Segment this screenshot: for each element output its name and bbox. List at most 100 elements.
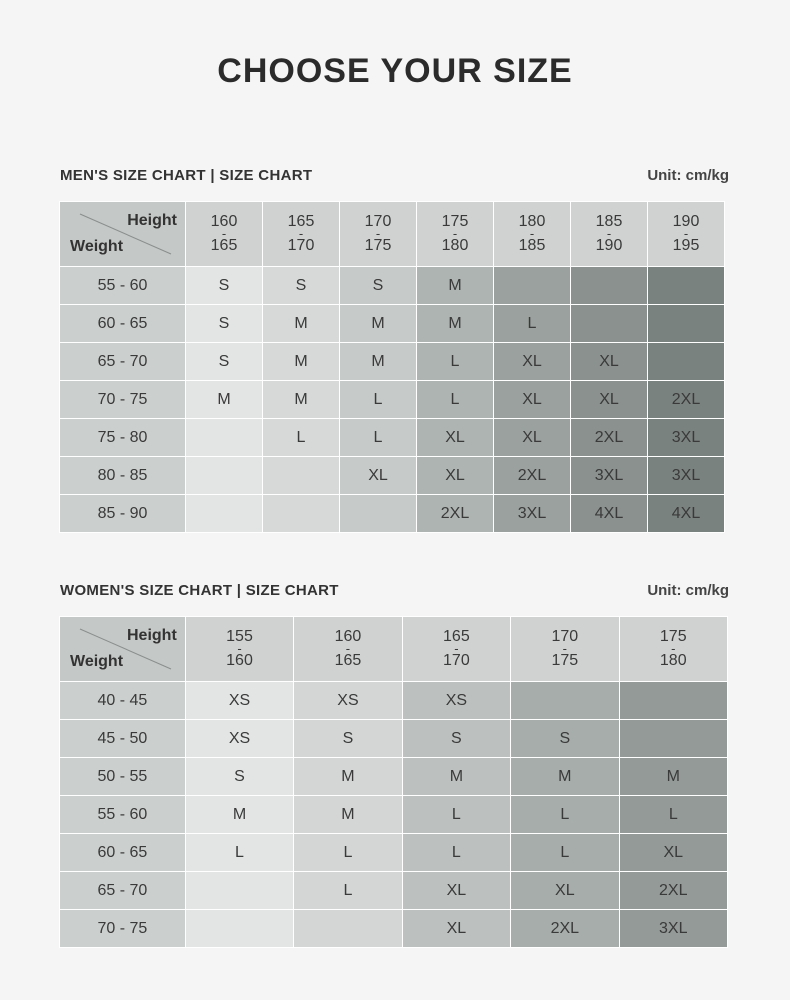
womens-chart-unit: Unit: cm/kg — [647, 582, 729, 599]
size-cell: L — [340, 381, 416, 418]
size-cell: 4XL — [571, 495, 647, 532]
page-title: CHOOSE YOUR SIZE — [217, 52, 573, 90]
weight-range-cell: 70 - 75 — [60, 381, 185, 418]
size-cell: 3XL — [648, 419, 724, 456]
size-cell: L — [417, 381, 493, 418]
table-row: 75 - 80 L L XL XL 2XL 3XL — [60, 419, 724, 456]
size-cell: M — [417, 267, 493, 304]
height-to: 165 — [210, 237, 238, 254]
weight-axis-label: Weight — [70, 238, 124, 255]
corner-header-cell: Height Weight — [60, 202, 185, 266]
size-cell — [185, 910, 294, 947]
size-cell: M — [294, 796, 402, 833]
size-cell: M — [186, 381, 262, 418]
size-cell — [186, 495, 262, 532]
size-cell — [294, 910, 402, 947]
womens-chart-header: WOMEN'S SIZE CHART | SIZE CHART Unit: cm… — [60, 582, 729, 606]
size-cell: 3XL — [619, 910, 727, 947]
height-range-dash: - — [237, 641, 242, 656]
height-range-header: 180-185 — [494, 202, 570, 266]
size-cell: M — [340, 343, 416, 380]
weight-range-cell: 55 - 60 — [60, 796, 185, 833]
height-to: 195 — [672, 237, 700, 254]
table-row: 85 - 90 2XL 3XL 4XL 4XL — [60, 495, 724, 532]
size-cell: XL — [511, 872, 619, 909]
size-cell: XL — [340, 457, 416, 494]
size-cell: XS — [294, 682, 402, 719]
size-cell: S — [340, 267, 416, 304]
size-cell: L — [494, 305, 570, 342]
weight-range-cell: 60 - 65 — [60, 834, 185, 871]
size-cell — [571, 305, 647, 342]
size-cell: 3XL — [571, 457, 647, 494]
womens-chart-title: WOMEN'S SIZE CHART | SIZE CHART — [60, 582, 339, 599]
size-cell: M — [402, 758, 511, 795]
height-range-header: 165-170 — [263, 202, 339, 266]
table-row: 55 - 60 S S S M — [60, 267, 724, 304]
height-from: 190 — [672, 213, 700, 230]
weight-range-cell: 65 - 70 — [60, 343, 185, 380]
size-cell: XL — [402, 910, 511, 947]
size-cell: L — [511, 834, 619, 871]
size-cell: M — [511, 758, 619, 795]
height-to: 180 — [441, 237, 469, 254]
size-cell: M — [263, 343, 339, 380]
weight-range-cell: 55 - 60 — [60, 267, 185, 304]
size-cell — [648, 267, 724, 304]
table-row: 65 - 70 S M M L XL XL — [60, 343, 724, 380]
height-range-dash: - — [529, 226, 535, 241]
size-cell — [263, 457, 339, 494]
size-cell: M — [263, 305, 339, 342]
height-header-row: Height Weight 155-160 160-165 165-170 170-175… — [60, 617, 727, 681]
height-range-header: 175-180 — [417, 202, 493, 266]
size-cell — [571, 267, 647, 304]
height-range-header: 160-165 — [186, 202, 262, 266]
height-header-row: Height Weight 160-165 165-170 170-175 175-180… — [60, 202, 724, 266]
size-cell: S — [402, 720, 511, 757]
size-cell: L — [340, 419, 416, 456]
height-range-dash: - — [683, 226, 689, 241]
weight-range-cell: 70 - 75 — [60, 910, 185, 947]
height-to: 175 — [551, 652, 579, 669]
height-to: 175 — [364, 237, 392, 254]
size-cell: 2XL — [417, 495, 493, 532]
weight-range-cell: 60 - 65 — [60, 305, 185, 342]
size-cell: M — [619, 758, 727, 795]
table-row: 45 - 50 XS S S S — [60, 720, 727, 757]
size-cell: XL — [417, 457, 493, 494]
size-cell: M — [294, 758, 402, 795]
height-to: 185 — [518, 237, 546, 254]
diagonal-divider — [79, 213, 172, 255]
size-cell: 2XL — [511, 910, 619, 947]
size-cell: XS — [402, 682, 511, 719]
height-range-dash: - — [345, 641, 351, 656]
size-cell: 2XL — [619, 872, 727, 909]
height-from: 180 — [518, 213, 546, 230]
height-range-header: 155-160 — [185, 617, 294, 681]
height-range-header: 190-195 — [648, 202, 724, 266]
table-row: 60 - 65 S M M M L — [60, 305, 724, 342]
size-cell: 2XL — [494, 457, 570, 494]
height-from: 165 — [443, 628, 470, 645]
size-cell: S — [186, 343, 262, 380]
size-cell — [648, 343, 724, 380]
weight-range-cell: 50 - 55 — [60, 758, 185, 795]
height-to: 190 — [595, 237, 623, 254]
height-range-header: 170-175 — [511, 617, 619, 681]
height-range-dash: - — [562, 641, 567, 656]
size-cell: M — [417, 305, 493, 342]
size-cell — [619, 720, 727, 757]
height-from: 185 — [595, 213, 623, 230]
weight-range-cell: 65 - 70 — [60, 872, 185, 909]
size-cell: XL — [571, 381, 647, 418]
corner-header-cell: Height Weight — [60, 617, 185, 681]
table-row: 40 - 45 XS XS XS — [60, 682, 727, 719]
table-row: 55 - 60 M M L L L — [60, 796, 727, 833]
size-cell: XS — [185, 682, 294, 719]
size-cell: S — [185, 758, 294, 795]
weight-range-cell: 75 - 80 — [60, 419, 185, 456]
size-cell — [648, 305, 724, 342]
size-cell: M — [263, 381, 339, 418]
size-cell: S — [511, 720, 619, 757]
